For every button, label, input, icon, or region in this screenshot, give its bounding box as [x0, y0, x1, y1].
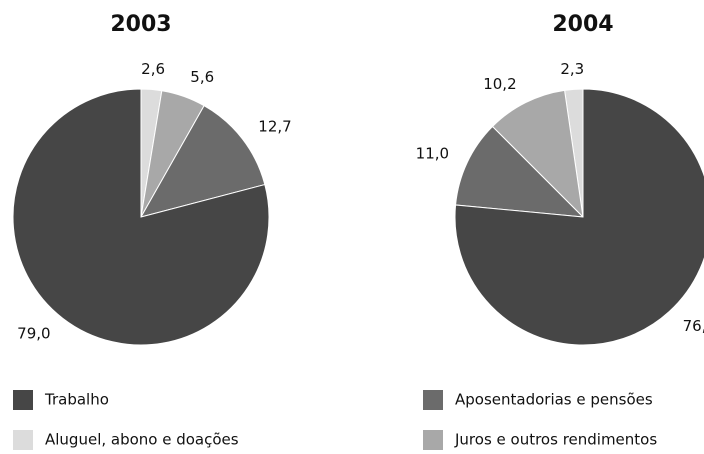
chart-title: 2003: [110, 12, 171, 37]
data-label: 5,6: [190, 68, 214, 86]
pie-slice: [454, 88, 704, 346]
pie-slice: [491, 89, 584, 219]
legend-swatch: [423, 430, 443, 450]
legend-label: Trabalho: [44, 391, 109, 409]
data-label: 76,5: [683, 317, 704, 335]
chart-title: 2004: [552, 12, 613, 37]
pie-slice: [139, 104, 266, 218]
data-label: 10,2: [483, 75, 516, 93]
legend-swatch: [13, 430, 33, 450]
data-label: 12,7: [258, 117, 291, 135]
pie-slice: [12, 88, 270, 346]
data-label: 79,0: [17, 325, 50, 343]
legend-swatch: [13, 390, 33, 410]
legend-label: Juros e outros rendimentos: [454, 431, 657, 449]
pie-slice: [455, 125, 585, 218]
data-label: 2,6: [141, 60, 165, 78]
legend-label: Aposentadorias e pensões: [455, 391, 653, 409]
data-label: 2,3: [560, 60, 584, 78]
legend-label: Aluguel, abono e doações: [45, 431, 239, 449]
data-label: 11,0: [416, 144, 449, 162]
legend-swatch: [423, 390, 443, 410]
